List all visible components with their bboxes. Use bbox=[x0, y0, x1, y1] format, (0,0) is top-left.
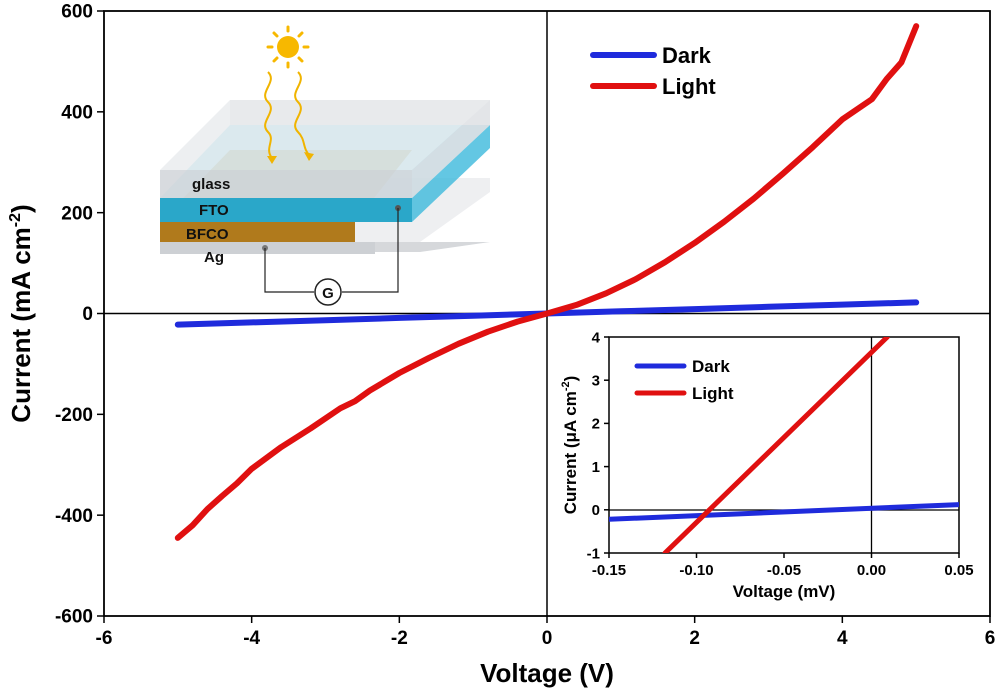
inset-plot: -0.15 -0.10 -0.05 0.00 0.05 -1 0 1 2 3 4 Voltage (… bbox=[560, 329, 974, 601]
x-tick-label: -0.10 bbox=[679, 562, 713, 579]
light-ray-icon bbox=[264, 71, 311, 159]
x-tick-label: 2 bbox=[689, 628, 700, 649]
device-schematic: glass FTO BFCO Ag G bbox=[160, 25, 490, 306]
inset-legend-label-dark: Dark bbox=[692, 357, 730, 376]
inset-y-axis-title: Current (μA cm-2) bbox=[560, 376, 580, 515]
main-legend-label-light: Light bbox=[662, 74, 716, 99]
x-tick-label: -6 bbox=[96, 628, 113, 649]
ray-arrow-left bbox=[267, 156, 277, 164]
x-tick-label: -4 bbox=[243, 628, 260, 649]
bfco-label: BFCO bbox=[186, 226, 229, 243]
y-tick-label: 1 bbox=[592, 459, 600, 476]
series-line-dark bbox=[609, 502, 959, 522]
inset-x-axis-title: Voltage (mV) bbox=[733, 582, 836, 601]
inset-legend: Dark Light bbox=[634, 357, 734, 403]
inset-legend-label-light: Light bbox=[692, 384, 734, 403]
circuit-wire-right bbox=[342, 208, 399, 293]
y-tick-label: 200 bbox=[61, 203, 93, 224]
x-tick-label: 6 bbox=[985, 628, 996, 649]
y-tick-label: 0 bbox=[592, 502, 600, 519]
galvanometer-label: G bbox=[322, 285, 334, 302]
series-line-light bbox=[662, 337, 890, 553]
y-tick-label: -200 bbox=[55, 405, 93, 426]
main-legend-label-dark: Dark bbox=[662, 43, 712, 68]
glass-layer bbox=[160, 170, 412, 198]
x-tick-label: 4 bbox=[837, 628, 848, 649]
main-legend: Dark Light bbox=[590, 43, 716, 99]
y-tick-label: 2 bbox=[592, 416, 600, 433]
y-tick-label: 4 bbox=[592, 329, 601, 346]
y-tick-label: 0 bbox=[82, 304, 93, 325]
x-tick-label: -0.05 bbox=[767, 562, 801, 579]
main-plot: -6 -4 -2 0 2 4 6 -600 -400 -200 0 200 400 600 Voltage… bbox=[6, 2, 995, 688]
x-tick-label: -2 bbox=[391, 628, 408, 649]
x-tick-label: -0.15 bbox=[592, 562, 626, 579]
fto-layer-side bbox=[412, 125, 490, 222]
x-tick-label: 0.05 bbox=[944, 562, 973, 579]
circuit-wire bbox=[264, 248, 314, 293]
y-tick-label: 600 bbox=[61, 2, 93, 23]
glass-label: glass bbox=[192, 176, 230, 193]
fto-layer bbox=[160, 198, 412, 222]
series-line-light bbox=[174, 23, 920, 541]
y-tick-label: -400 bbox=[55, 506, 93, 527]
main-x-axis-title: Voltage (V) bbox=[480, 658, 614, 688]
y-tick-label: -600 bbox=[55, 607, 93, 628]
inset-plot-bg bbox=[609, 337, 959, 553]
galvanometer-icon bbox=[314, 278, 342, 306]
main-y-axis-title: Current (mA cm-2) bbox=[6, 204, 36, 422]
fto-label: FTO bbox=[199, 202, 229, 219]
x-tick-label: 0 bbox=[542, 628, 553, 649]
y-tick-label: 400 bbox=[61, 102, 93, 123]
bfco-layer bbox=[160, 222, 355, 242]
glass-back bbox=[230, 100, 490, 125]
sun-icon bbox=[266, 25, 310, 69]
y-tick-label: 3 bbox=[592, 372, 600, 389]
ray-arrow-right bbox=[304, 152, 314, 161]
y-tick-label: -1 bbox=[587, 545, 600, 562]
x-tick-label: 0.00 bbox=[857, 562, 886, 579]
ag-label: Ag bbox=[204, 249, 224, 266]
